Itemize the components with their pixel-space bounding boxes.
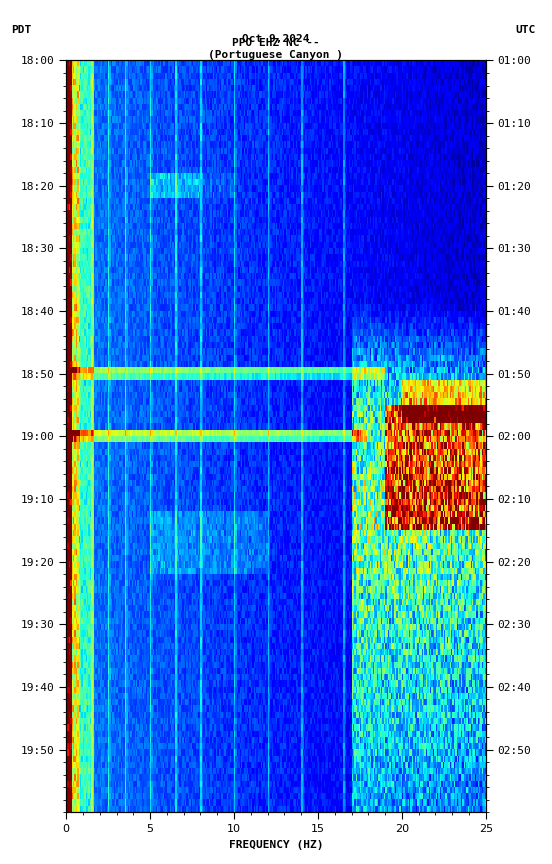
Text: Oct 9,2024: Oct 9,2024 [242, 34, 310, 44]
Text: UTC: UTC [515, 25, 535, 35]
Title: PPO EHZ NC --
(Portuguese Canyon ): PPO EHZ NC -- (Portuguese Canyon ) [209, 38, 343, 60]
Text: PDT: PDT [11, 25, 31, 35]
X-axis label: FREQUENCY (HZ): FREQUENCY (HZ) [229, 840, 323, 849]
